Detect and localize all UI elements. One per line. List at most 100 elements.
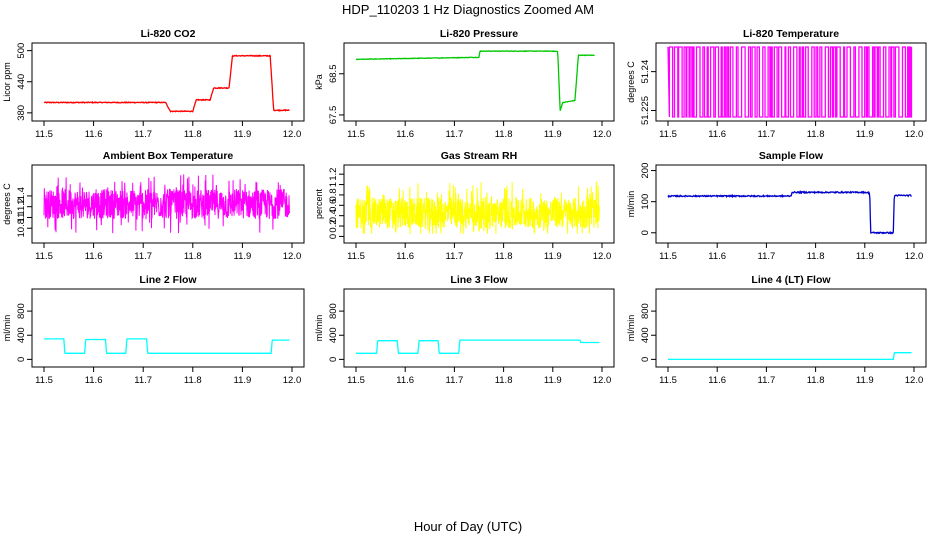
panel-title: Sample Flow: [759, 150, 824, 162]
y-tick-label: 0: [640, 230, 651, 235]
y-tick-label: 440: [16, 74, 27, 90]
panel-gas-stream-rh: Gas Stream RH 11.5 11.6 11.7 11.8 11.9 12.0 0 0.…: [314, 150, 615, 262]
x-tick-label: 11.7: [134, 251, 152, 262]
panel-li-820-pressure: Li-820 Pressure 11.5 11.6 11.7 11.8 11.9 12.0 6…: [314, 28, 615, 140]
x-tick-label: 11.8: [495, 251, 513, 262]
y-tick-label: 10.8: [16, 219, 27, 238]
x-tick-label: 11.7: [134, 129, 152, 140]
y-tick-label: 0.6: [328, 199, 339, 212]
x-tick-label: 11.9: [544, 375, 562, 386]
y-tick-label: 380: [16, 105, 27, 121]
x-tick-label: 11.5: [659, 375, 677, 386]
y-axis-label: degrees C: [626, 61, 636, 103]
x-tick-label: 11.7: [758, 129, 776, 140]
y-tick-label: 0: [16, 357, 27, 362]
panel-li-820-temperature: Li-820 Temperature 11.5 11.6 11.7 11.8 11.9 12…: [626, 28, 927, 140]
x-tick-label: 11.5: [347, 251, 365, 262]
series-line: [356, 339, 600, 354]
y-tick-label: 0.2: [328, 219, 339, 232]
y-tick-label: 400: [640, 327, 651, 343]
x-tick-label: 11.6: [708, 375, 726, 386]
y-axis-label: degrees C: [2, 183, 12, 225]
x-tick-label: 11.6: [708, 129, 726, 140]
y-tick-label: 200: [640, 163, 651, 179]
x-tick-label: 11.7: [134, 375, 152, 386]
series-line: [355, 49, 595, 111]
x-tick-label: 11.9: [856, 251, 874, 262]
x-tick-label: 11.6: [85, 129, 103, 140]
plot-frame: [31, 42, 305, 122]
x-tick-label: 12.0: [283, 129, 302, 140]
x-tick-label: 11.7: [446, 129, 464, 140]
x-tick-label: 11.9: [856, 129, 874, 140]
x-tick-label: 11.5: [659, 129, 677, 140]
x-tick-label: 11.8: [184, 129, 202, 140]
y-tick-label: 51.225: [640, 96, 651, 125]
panel-title: Li-820 Pressure: [440, 28, 518, 40]
x-tick-label: 11.7: [446, 251, 464, 262]
y-axis-label: percent: [314, 188, 324, 219]
x-tick-label: 11.8: [807, 375, 825, 386]
plot-frame: [31, 164, 305, 244]
panel-grid: Li-820 CO2 11.5 11.6 11.7 11.8 11.9 12.0 380 440…: [2, 28, 927, 386]
x-tick-label: 11.9: [544, 129, 562, 140]
series-line: [44, 338, 290, 354]
y-tick-label: 67.5: [328, 106, 339, 125]
x-tick-label: 11.8: [184, 375, 202, 386]
x-tick-label: 11.9: [234, 251, 252, 262]
plot-frame: [343, 164, 615, 244]
x-tick-label: 11.8: [184, 251, 202, 262]
series-line: [667, 46, 913, 118]
plot-frame: [655, 164, 927, 244]
plot-frame: [343, 42, 615, 122]
x-tick-label: 11.7: [446, 375, 464, 386]
y-tick-label: 0: [328, 234, 339, 239]
panel-title: Li-820 Temperature: [743, 28, 839, 40]
x-tick-label: 11.8: [495, 129, 513, 140]
x-tick-label: 11.5: [35, 251, 53, 262]
y-axis-label: ml/min: [2, 315, 12, 342]
x-tick-label: 11.6: [85, 251, 103, 262]
panel-title: Line 3 Flow: [450, 274, 508, 286]
x-tick-label: 11.5: [35, 375, 53, 386]
panel-title: Line 2 Flow: [139, 274, 197, 286]
x-tick-label: 11.6: [708, 251, 726, 262]
figure-xlabel: Hour of Day (UTC): [414, 519, 522, 534]
y-tick-label: 1.2: [328, 168, 339, 181]
y-axis-label: ml/min: [626, 191, 636, 218]
x-tick-label: 11.5: [347, 375, 365, 386]
y-tick-label: 1: [328, 182, 339, 187]
panel-sample-flow: Sample Flow 11.5 11.6 11.7 11.8 11.9 12.0 0 100 2…: [626, 150, 927, 262]
y-tick-label: 11.2: [16, 198, 27, 216]
y-tick-label: 0: [640, 357, 651, 362]
x-tick-label: 11.6: [396, 129, 414, 140]
x-tick-label: 11.8: [807, 129, 825, 140]
y-tick-label: 51.24: [640, 60, 651, 84]
y-tick-label: 0.4: [328, 209, 339, 222]
panel-li-820-co2: Li-820 CO2 11.5 11.6 11.7 11.8 11.9 12.0 380 440…: [2, 28, 305, 140]
x-tick-label: 12.0: [905, 129, 924, 140]
y-axis-label: ml/min: [626, 315, 636, 342]
y-tick-label: 0.8: [328, 188, 339, 201]
x-tick-label: 12.0: [593, 129, 612, 140]
y-tick-label: 800: [328, 303, 339, 319]
y-tick-label: 100: [640, 194, 651, 210]
panel-title: Ambient Box Temperature: [103, 150, 234, 162]
x-tick-label: 11.8: [807, 251, 825, 262]
y-tick-label: 800: [640, 303, 651, 319]
plot-frame: [655, 42, 927, 122]
y-tick-label: 400: [328, 327, 339, 343]
series-line: [667, 189, 912, 235]
x-tick-label: 12.0: [283, 375, 302, 386]
x-tick-label: 12.0: [593, 251, 612, 262]
series-line: [355, 181, 600, 234]
panel-ambient-box-temperature: Ambient Box Temperature 11.5 11.6 11.7 11.8 1…: [2, 150, 305, 262]
x-tick-label: 11.6: [396, 251, 414, 262]
x-tick-label: 12.0: [905, 251, 924, 262]
y-tick-label: 500: [16, 43, 27, 59]
x-tick-label: 12.0: [593, 375, 612, 386]
y-axis-label: kPa: [314, 74, 324, 90]
x-tick-label: 12.0: [905, 375, 924, 386]
panel-title: Line 4 (LT) Flow: [751, 274, 831, 286]
y-tick-label: 400: [16, 327, 27, 343]
